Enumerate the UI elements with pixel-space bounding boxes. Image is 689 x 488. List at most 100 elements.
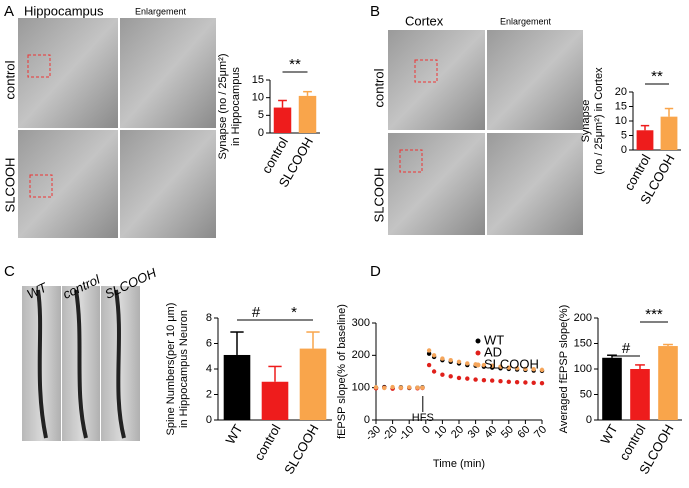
significance-label: *** — [645, 306, 663, 323]
x-tick-label: WT — [222, 422, 245, 447]
data-point — [490, 363, 495, 368]
y-tick-label: 100 — [574, 363, 592, 375]
legend-marker — [475, 338, 481, 344]
x-tick-label: 10 — [432, 424, 449, 441]
data-point — [431, 353, 437, 358]
legend-label: WT — [484, 332, 504, 347]
y-tick-label: 0 — [206, 414, 212, 426]
significance-label: # — [622, 340, 631, 357]
y-tick-label: 10 — [252, 92, 264, 104]
y-tick-label: 5 — [621, 129, 627, 141]
data-point — [523, 366, 528, 372]
y-tick-label: 6 — [206, 337, 212, 349]
hfs-label: HFS — [412, 412, 434, 424]
bar — [223, 354, 251, 420]
y-tick-label: 150 — [574, 337, 592, 349]
data-point — [440, 356, 445, 361]
data-point — [456, 359, 462, 364]
y-axis-label: in Hippocampus Neuron — [178, 310, 190, 428]
y-tick-label: 0 — [621, 144, 627, 156]
panel-letter: A — [4, 3, 14, 20]
panel-title: Hippocampus — [24, 3, 104, 18]
data-point — [420, 385, 425, 390]
data-point — [506, 379, 511, 385]
x-tick-label: control — [251, 422, 284, 463]
y-axis-label: Spine Numbers(per 10 μm) — [165, 303, 177, 436]
y-tick-label: 0 — [258, 127, 264, 139]
panel-letter: B — [370, 3, 380, 20]
data-point — [514, 379, 520, 385]
y-tick-label: 10 — [615, 115, 627, 127]
data-point — [465, 376, 470, 381]
y-tick-label: 0 — [364, 414, 370, 426]
panel-subtitle: Enlargement — [500, 16, 552, 26]
data-point — [390, 384, 395, 390]
data-point — [440, 372, 445, 377]
y-axis-label: fEPSP slope(% of baseline) — [336, 304, 348, 439]
panel-title: Cortex — [405, 13, 444, 28]
data-point — [448, 374, 453, 379]
legend-marker — [475, 350, 481, 356]
data-point — [382, 385, 387, 391]
data-point — [539, 380, 545, 386]
y-tick-label: 15 — [252, 74, 264, 86]
bar — [261, 381, 289, 420]
x-tick-label: -10 — [397, 424, 417, 444]
x-tick-label: 30 — [466, 424, 483, 441]
significance-label: ** — [651, 68, 663, 85]
row-label: SLCOOH — [2, 158, 17, 213]
dendrite-images — [22, 286, 140, 441]
y-axis-label: Synapse — [580, 100, 592, 143]
significance-label: ** — [289, 56, 301, 73]
data-point — [531, 367, 536, 372]
y-tick-label: 200 — [574, 312, 592, 324]
bar — [630, 369, 650, 420]
data-point — [514, 366, 520, 371]
data-point — [490, 378, 495, 383]
bar — [660, 116, 678, 150]
panel-subtitle: Enlargement — [135, 6, 187, 16]
data-point — [465, 361, 470, 366]
data-point — [498, 379, 503, 384]
data-point — [398, 385, 404, 390]
data-point — [448, 357, 453, 363]
y-tick-label: 5 — [258, 109, 264, 121]
bar — [636, 130, 654, 150]
micrographs-b — [388, 30, 583, 235]
bar — [658, 346, 678, 420]
data-point — [431, 369, 437, 374]
y-tick-label: 4 — [206, 363, 212, 375]
y-tick-label: 300 — [352, 317, 370, 329]
x-tick-label: 40 — [482, 424, 499, 441]
data-point — [407, 385, 412, 390]
significance-label: * — [291, 304, 297, 321]
legend-marker — [475, 362, 481, 368]
y-tick-label: 100 — [352, 382, 370, 394]
data-point — [456, 375, 462, 381]
y-tick-label: 2 — [206, 388, 212, 400]
bar — [273, 107, 292, 133]
y-axis-label: Averaged fEPSP slope(%) — [558, 305, 570, 434]
data-point — [498, 364, 503, 369]
x-tick-label: SLCOOH — [281, 422, 321, 477]
data-point — [426, 348, 432, 353]
micrographs-a — [18, 18, 216, 238]
data-point — [415, 385, 420, 390]
y-axis-label: (no / 25μm²) in Cortex — [593, 67, 605, 175]
data-point — [373, 385, 379, 390]
y-tick-label: 15 — [615, 100, 627, 112]
x-tick-label: 60 — [515, 424, 532, 441]
data-point — [523, 380, 528, 385]
row-label: control — [2, 60, 17, 99]
x-tick-label: 70 — [532, 424, 549, 441]
panel-letter: D — [370, 263, 381, 280]
legend-label: SLCOOH — [484, 356, 539, 371]
data-point — [426, 351, 432, 356]
x-tick-label: WT — [597, 422, 620, 447]
bar — [602, 357, 622, 420]
y-tick-label: 20 — [615, 86, 627, 98]
legend-label: AD — [484, 344, 502, 359]
y-axis-label: in Hippocampus — [230, 67, 242, 146]
panel-letter: C — [4, 263, 15, 280]
